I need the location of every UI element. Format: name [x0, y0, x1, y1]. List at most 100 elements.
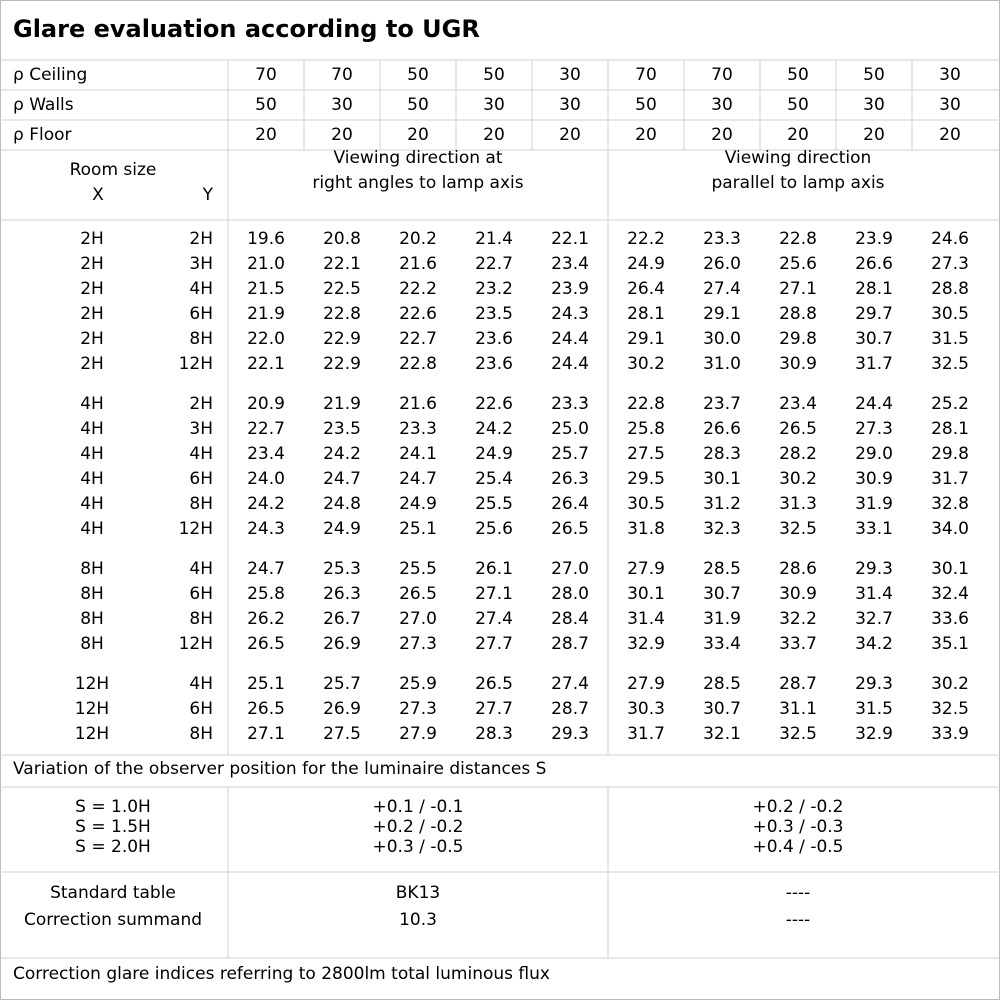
ugr-value: 31.5	[931, 329, 969, 349]
ugr-value: 24.3	[551, 304, 589, 324]
ugr-value: 31.5	[855, 699, 893, 719]
reflectance-value: 30	[483, 95, 505, 115]
ugr-value: 28.5	[703, 674, 741, 694]
ugr-value: 28.0	[551, 584, 589, 604]
ugr-value: 28.8	[779, 304, 817, 324]
ugr-value: 24.7	[399, 469, 437, 489]
reflectance-value: 20	[787, 125, 809, 145]
variation-label: S = 2.0H	[75, 837, 151, 857]
ugr-value: 22.8	[779, 229, 817, 249]
ugr-value: 31.9	[855, 494, 893, 514]
ugr-value: 30.5	[627, 494, 665, 514]
ugr-value: 26.5	[247, 634, 285, 654]
room-y: 12H	[179, 634, 213, 654]
ugr-value: 30.1	[931, 559, 969, 579]
variation-perpendicular: +0.3 / -0.5	[373, 837, 464, 857]
ugr-value: 27.3	[399, 634, 437, 654]
ugr-value: 22.6	[399, 304, 437, 324]
ugr-value: 32.9	[855, 724, 893, 744]
reflectance-value: 30	[863, 95, 885, 115]
ugr-value: 32.5	[931, 699, 969, 719]
ugr-value: 31.8	[627, 519, 665, 539]
ugr-value: 24.7	[323, 469, 361, 489]
room-y: 6H	[189, 304, 213, 324]
variation-label: S = 1.0H	[75, 797, 151, 817]
ugr-value: 33.4	[703, 634, 741, 654]
room-y: 4H	[189, 674, 213, 694]
room-y: 6H	[189, 584, 213, 604]
ugr-value: 33.1	[855, 519, 893, 539]
perpendicular-header: Viewing direction at	[333, 148, 502, 168]
ugr-value: 30.9	[779, 584, 817, 604]
reflectance-label: ρ Ceiling	[13, 65, 87, 85]
ugr-value: 29.8	[931, 444, 969, 464]
ugr-value: 26.5	[399, 584, 437, 604]
reflectance-value: 20	[331, 125, 353, 145]
ugr-value: 35.1	[931, 634, 969, 654]
ugr-value: 32.5	[931, 354, 969, 374]
ugr-value: 21.6	[399, 254, 437, 274]
ugr-value: 23.6	[475, 329, 513, 349]
reflectance-value: 50	[635, 95, 657, 115]
ugr-value: 33.9	[931, 724, 969, 744]
ugr-value: 23.7	[703, 394, 741, 414]
ugr-value: 28.7	[551, 634, 589, 654]
room-x-label: X	[92, 185, 104, 205]
ugr-value: 30.7	[703, 699, 741, 719]
ugr-value: 19.6	[247, 229, 285, 249]
reflectance-value: 50	[787, 65, 809, 85]
ugr-value: 29.3	[855, 559, 893, 579]
room-x: 4H	[80, 519, 104, 539]
room-x: 4H	[80, 444, 104, 464]
ugr-value: 27.3	[399, 699, 437, 719]
ugr-value: 28.7	[551, 699, 589, 719]
ugr-value: 31.7	[855, 354, 893, 374]
reflectance-value: 50	[255, 95, 277, 115]
ugr-value: 31.4	[855, 584, 893, 604]
ugr-value: 27.1	[475, 584, 513, 604]
variation-label: S = 1.5H	[75, 817, 151, 837]
ugr-value: 25.9	[399, 674, 437, 694]
ugr-value: 28.1	[931, 419, 969, 439]
reflectance-value: 20	[863, 125, 885, 145]
room-x: 4H	[80, 469, 104, 489]
ugr-value: 22.1	[247, 354, 285, 374]
ugr-value: 28.4	[551, 609, 589, 629]
ugr-value: 27.0	[399, 609, 437, 629]
ugr-value: 20.9	[247, 394, 285, 414]
ugr-value: 24.2	[475, 419, 513, 439]
ugr-value: 25.1	[399, 519, 437, 539]
ugr-value: 29.3	[855, 674, 893, 694]
ugr-value: 26.5	[779, 419, 817, 439]
ugr-value: 28.1	[855, 279, 893, 299]
ugr-value: 27.9	[627, 674, 665, 694]
ugr-value: 20.8	[323, 229, 361, 249]
ugr-value: 20.2	[399, 229, 437, 249]
ugr-value: 28.8	[931, 279, 969, 299]
ugr-value: 32.5	[779, 724, 817, 744]
variation-perpendicular: +0.2 / -0.2	[373, 817, 464, 837]
ugr-value: 30.5	[931, 304, 969, 324]
reflectance-value: 30	[939, 65, 961, 85]
room-y: 8H	[189, 609, 213, 629]
ugr-value: 30.7	[855, 329, 893, 349]
ugr-value: 31.1	[779, 699, 817, 719]
ugr-value: 30.7	[703, 584, 741, 604]
ugr-value: 23.3	[703, 229, 741, 249]
ugr-value: 24.4	[551, 354, 589, 374]
ugr-value: 28.7	[779, 674, 817, 694]
ugr-value: 31.0	[703, 354, 741, 374]
ugr-value: 25.0	[551, 419, 589, 439]
ugr-value: 28.3	[475, 724, 513, 744]
ugr-value: 22.8	[323, 304, 361, 324]
room-y: 6H	[189, 469, 213, 489]
ugr-value: 32.5	[779, 519, 817, 539]
ugr-value: 33.7	[779, 634, 817, 654]
ugr-value: 34.0	[931, 519, 969, 539]
ugr-value: 22.0	[247, 329, 285, 349]
ugr-value: 24.7	[247, 559, 285, 579]
ugr-value: 22.5	[323, 279, 361, 299]
ugr-value: 26.7	[323, 609, 361, 629]
ugr-value: 23.5	[323, 419, 361, 439]
standard-parallel: ----	[786, 910, 811, 930]
